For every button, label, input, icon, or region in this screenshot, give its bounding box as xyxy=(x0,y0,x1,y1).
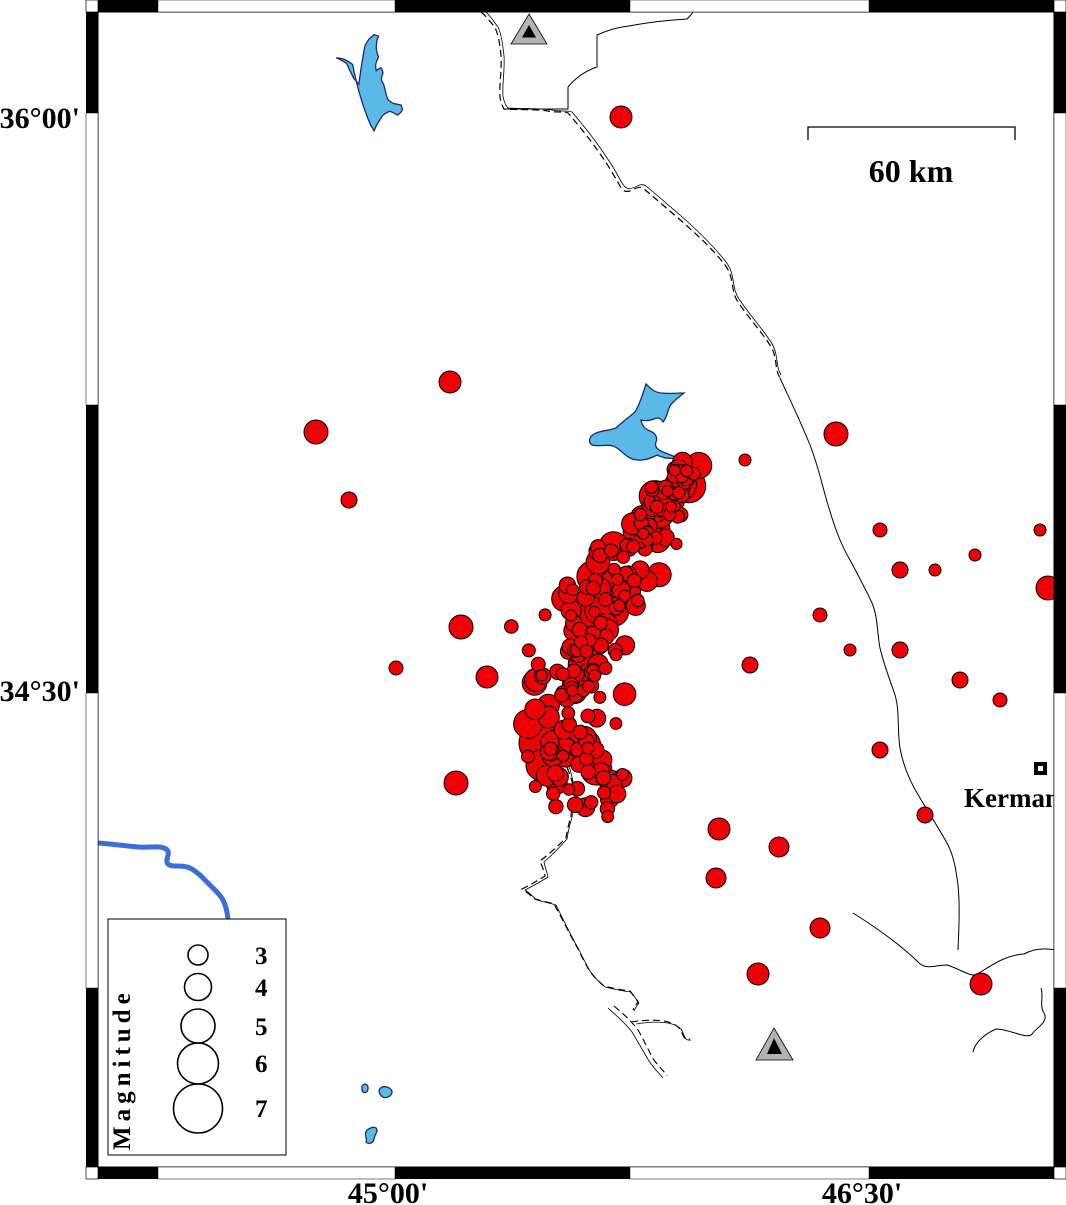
svg-text:3: 3 xyxy=(255,943,268,970)
svg-text:6: 6 xyxy=(255,1051,268,1078)
svg-text:5: 5 xyxy=(255,1014,268,1041)
svg-text:7: 7 xyxy=(255,1096,268,1123)
svg-text:60 km: 60 km xyxy=(869,153,954,189)
svg-text:45°00': 45°00' xyxy=(348,1177,428,1205)
svg-text:Kerman: Kerman xyxy=(964,783,1060,813)
svg-text:34°30': 34°30' xyxy=(0,675,80,708)
svg-text:4: 4 xyxy=(255,975,268,1002)
svg-text:36°00': 36°00' xyxy=(0,102,80,135)
svg-text:Magnitude: Magnitude xyxy=(109,988,136,1150)
svg-text:46°30': 46°30' xyxy=(822,1177,902,1205)
